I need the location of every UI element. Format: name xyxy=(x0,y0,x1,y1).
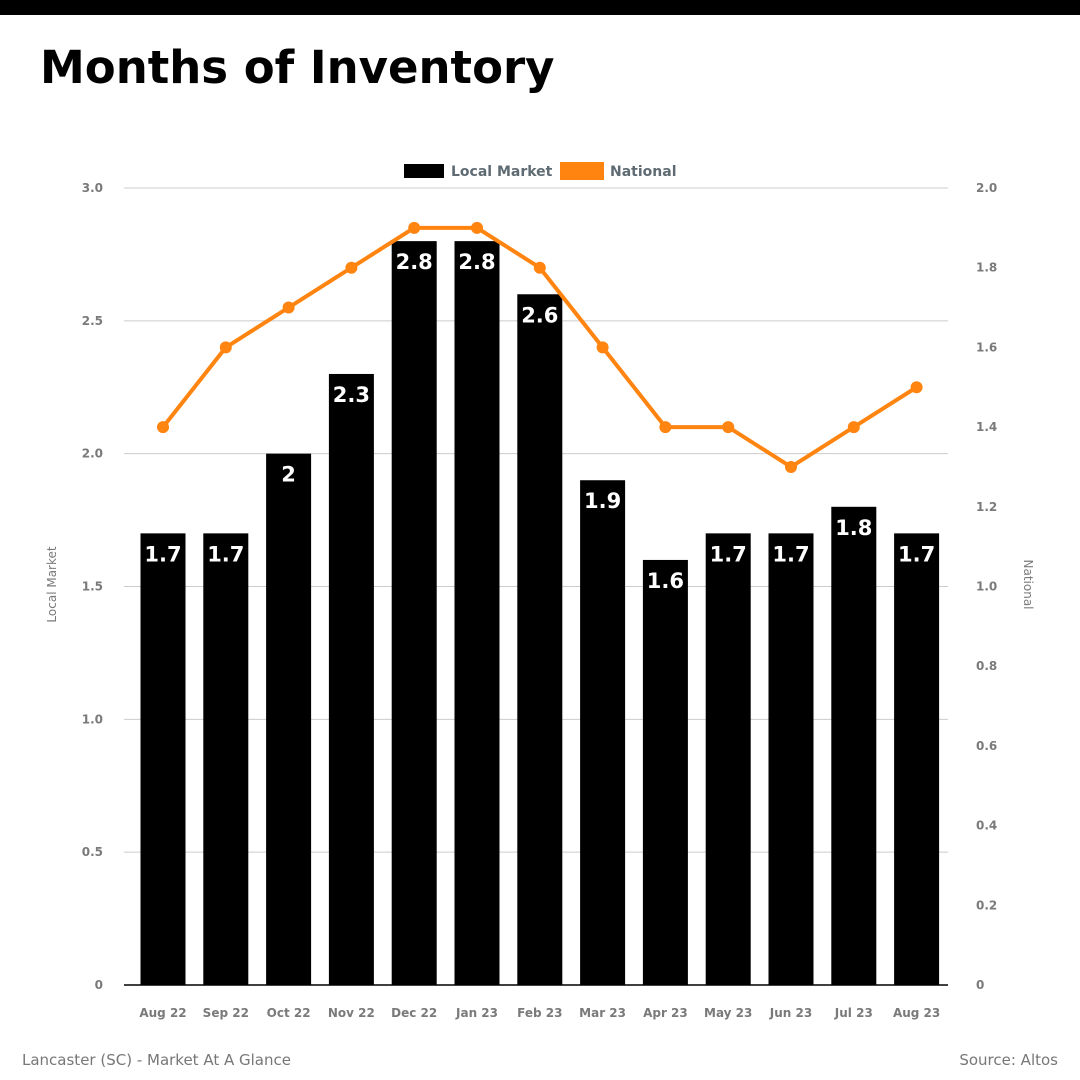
bar-value-label: 1.7 xyxy=(710,542,747,566)
left-axis-tick-label: 2.5 xyxy=(82,314,103,328)
right-axis-tick-label: 1.6 xyxy=(976,340,997,354)
right-axis-tick-label: 0.6 xyxy=(976,739,997,753)
bar-jan-23 xyxy=(454,241,500,986)
national-point xyxy=(722,421,735,434)
bar-value-label: 2 xyxy=(281,463,296,487)
national-point xyxy=(157,421,169,434)
page-title: Months of Inventory xyxy=(40,41,555,94)
bar-aug-22 xyxy=(140,533,186,985)
right-axis-tick-label: 0 xyxy=(976,978,984,992)
left-axis-tick-label: 0.5 xyxy=(82,845,103,859)
bar-sep-22 xyxy=(203,533,249,985)
national-point xyxy=(345,261,358,274)
bar-value-label: 1.7 xyxy=(144,542,181,566)
bar-feb-23 xyxy=(517,294,563,985)
national-point xyxy=(533,261,546,274)
bar-aug-23 xyxy=(894,533,940,985)
national-point xyxy=(219,341,232,354)
legend-label-national: National xyxy=(610,164,677,180)
x-axis-tick-label: Aug 22 xyxy=(139,1006,186,1020)
bar-nov-22 xyxy=(328,373,374,985)
bar-may-23 xyxy=(705,533,751,985)
right-axis-tick-label: 1.2 xyxy=(976,500,997,514)
bar-value-label: 1.7 xyxy=(772,542,809,566)
x-axis-tick-label: Nov 22 xyxy=(328,1006,375,1020)
legend-swatch-national xyxy=(560,162,604,180)
bar-oct-22 xyxy=(266,453,312,986)
bar-jun-23 xyxy=(768,533,814,985)
x-axis-tick-label: Oct 22 xyxy=(267,1006,311,1020)
national-point xyxy=(471,221,483,234)
bar-mar-23 xyxy=(580,480,626,985)
national-point xyxy=(847,421,860,434)
bar-value-label: 1.9 xyxy=(584,489,621,513)
x-axis-tick-label: Jan 23 xyxy=(455,1006,498,1020)
bar-apr-23 xyxy=(642,559,688,985)
left-axis-tick-label: 1.0 xyxy=(82,712,103,726)
bar-value-label: 1.7 xyxy=(207,542,244,566)
bar-dec-22 xyxy=(391,241,437,986)
x-axis-tick-label: Jul 23 xyxy=(834,1006,873,1020)
bar-series-local-market xyxy=(140,241,940,986)
top-bar xyxy=(0,0,1080,15)
right-axis-tick-label: 0.8 xyxy=(976,659,997,673)
right-axis-tick-label: 1.4 xyxy=(976,420,997,434)
national-point xyxy=(408,221,421,234)
left-axis-title: Local Market xyxy=(45,546,59,622)
footer-market-name: Lancaster (SC) - Market At A Glance xyxy=(22,1051,291,1069)
bar-value-label: 2.8 xyxy=(396,250,433,274)
x-axis-tick-label: Mar 23 xyxy=(579,1006,626,1020)
bar-value-label: 1.6 xyxy=(647,569,684,593)
right-axis-tick-label: 2.0 xyxy=(976,181,997,195)
left-axis-tick-label: 0 xyxy=(95,978,103,992)
x-axis-tick-label: Dec 22 xyxy=(391,1006,437,1020)
national-point xyxy=(659,421,672,434)
bar-value-label: 1.7 xyxy=(898,542,935,566)
left-axis-tick-label: 2.0 xyxy=(82,447,103,461)
line-series-national xyxy=(157,221,923,473)
x-axis-tick-label: Jun 23 xyxy=(769,1006,812,1020)
bar-jul-23 xyxy=(831,506,877,985)
footer-source: Source: Altos xyxy=(959,1051,1058,1069)
x-axis-tick-label: Aug 23 xyxy=(893,1006,940,1020)
bar-value-label: 1.8 xyxy=(835,516,872,540)
right-axis-tick-label: 0.4 xyxy=(976,819,997,833)
national-point xyxy=(282,301,295,314)
bar-value-label: 2.3 xyxy=(333,383,370,407)
bar-value-label: 2.6 xyxy=(521,303,558,327)
legend-label-local-market: Local Market xyxy=(451,164,553,180)
national-point xyxy=(910,381,923,394)
legend: Local Market National xyxy=(404,162,677,180)
left-axis-tick-label: 3.0 xyxy=(82,181,103,195)
right-axis-title: National xyxy=(1021,559,1035,609)
legend-swatch-local-market xyxy=(404,164,444,178)
right-axis-tick-label: 1.8 xyxy=(976,261,997,275)
right-axis-tick-label: 1.0 xyxy=(976,580,997,594)
x-axis-tick-label: Apr 23 xyxy=(643,1006,688,1020)
x-axis-tick-label: Feb 23 xyxy=(517,1006,562,1020)
national-point xyxy=(785,460,797,473)
x-axis-tick-label: Sep 22 xyxy=(203,1006,249,1020)
bar-value-labels: 1.7 1.7 2 2.3 2.8 2.8 2.6 1.9 1.6 1.7 1.7 1.8 1.7 xyxy=(144,250,935,593)
x-axis-tick-label: May 23 xyxy=(704,1006,752,1020)
bar-value-label: 2.8 xyxy=(458,250,495,274)
left-axis-tick-label: 1.5 xyxy=(82,580,103,594)
national-point xyxy=(596,341,609,354)
right-axis-tick-label: 0.2 xyxy=(976,898,997,912)
axes: 0 0.5 1.0 1.5 2.0 2.5 3.0 0 0.2 0.4 0.6 0.8 1.0 1.2 1.… xyxy=(45,181,1035,1020)
